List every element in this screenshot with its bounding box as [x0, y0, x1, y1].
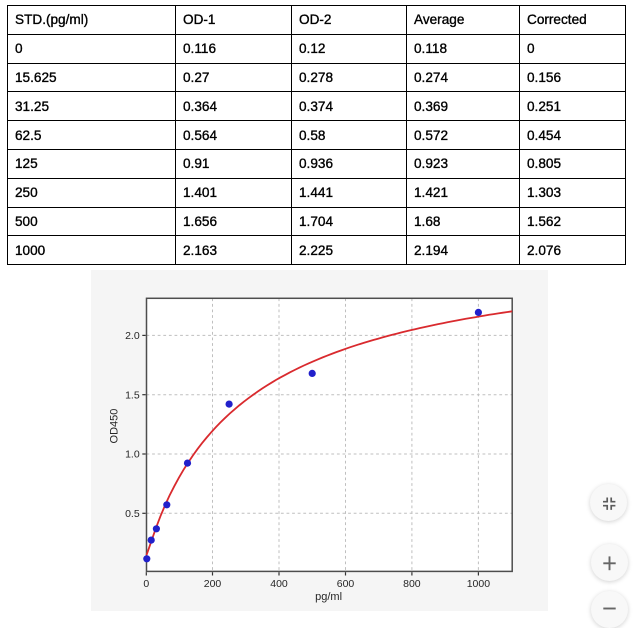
svg-text:400: 400	[270, 578, 288, 590]
svg-text:800: 800	[403, 578, 421, 590]
svg-text:OD450: OD450	[109, 409, 121, 444]
svg-text:1.0: 1.0	[125, 449, 140, 461]
svg-text:200: 200	[204, 578, 222, 590]
svg-text:1.5: 1.5	[125, 389, 140, 401]
svg-text:1000: 1000	[467, 578, 491, 590]
svg-text:0: 0	[143, 578, 149, 590]
svg-text:0.5: 0.5	[125, 508, 140, 520]
svg-text:2.0: 2.0	[125, 330, 140, 342]
svg-text:600: 600	[337, 578, 355, 590]
svg-text:pg/ml: pg/ml	[315, 591, 342, 603]
